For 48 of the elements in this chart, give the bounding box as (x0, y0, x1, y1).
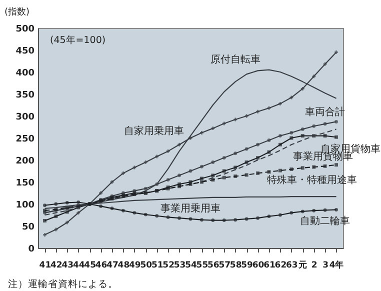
x-tick-label: 2 (311, 260, 318, 270)
y-tick-label: 350 (16, 90, 34, 100)
x-tick-label: 4年 (329, 260, 344, 270)
y-tick-label: 300 (16, 112, 34, 122)
y-tick-label: 400 (16, 68, 34, 78)
x-tick-label: 59 (241, 260, 254, 270)
x-tick-label: 60 (252, 260, 264, 270)
series-label: 事業用乗用車 (160, 202, 220, 214)
x-tick-label: 61 (264, 260, 276, 270)
series-label: 特殊車・特種用途車 (266, 174, 357, 186)
x-tick-label: 63 (286, 260, 298, 270)
series-label: 自動二輪車 (300, 215, 350, 228)
x-tick-label: 41 (39, 260, 52, 270)
x-tick-label: 47 (106, 260, 118, 270)
x-tick-label: 42 (50, 260, 62, 270)
y-tick-label: 250 (16, 134, 34, 144)
x-tick-label: 51 (151, 260, 164, 270)
x-tick-label: 54 (185, 260, 197, 270)
x-tick-label: 45 (84, 260, 96, 270)
y-tick-label: 150 (16, 178, 34, 188)
x-tick-label: 49 (129, 260, 141, 270)
x-tick-label: 48 (118, 260, 130, 270)
x-tick-label: 元 (298, 260, 308, 270)
y-axis-title: (指数) (4, 6, 30, 18)
annotation: (45年=100) (50, 34, 106, 46)
y-tick-label: 50 (22, 222, 34, 232)
y-tick-label: 200 (16, 156, 34, 166)
text: 注）運輸省資料による。 (8, 278, 118, 290)
y-tick-label: 450 (16, 46, 34, 56)
x-tick-label: 55 (196, 260, 208, 270)
x-tick-label: 56 (208, 260, 220, 270)
x-tick-label: 53 (174, 260, 186, 270)
series-label: 自家用乗用車 (124, 125, 184, 138)
y-tick-label: 500 (16, 24, 34, 34)
x-tick-label: 43 (62, 260, 74, 270)
x-tick-label: 50 (140, 260, 152, 270)
x-tick-label: 44 (72, 260, 85, 270)
y-tick-label: 0 (28, 244, 34, 254)
series-label: 車両合計 (305, 106, 346, 118)
x-tick-label: 46 (95, 260, 108, 270)
x-tick-label: 58 (230, 260, 242, 270)
y-tick-label: 100 (16, 200, 34, 210)
x-tick-label: 57 (218, 260, 231, 270)
series-label: 原付自転車 (210, 54, 260, 66)
series-label: 事業用貨物車 (293, 150, 354, 163)
x-tick-label: 52 (162, 260, 175, 270)
x-tick-label: 62 (274, 260, 287, 270)
x-tick-label: 3 (322, 260, 329, 270)
